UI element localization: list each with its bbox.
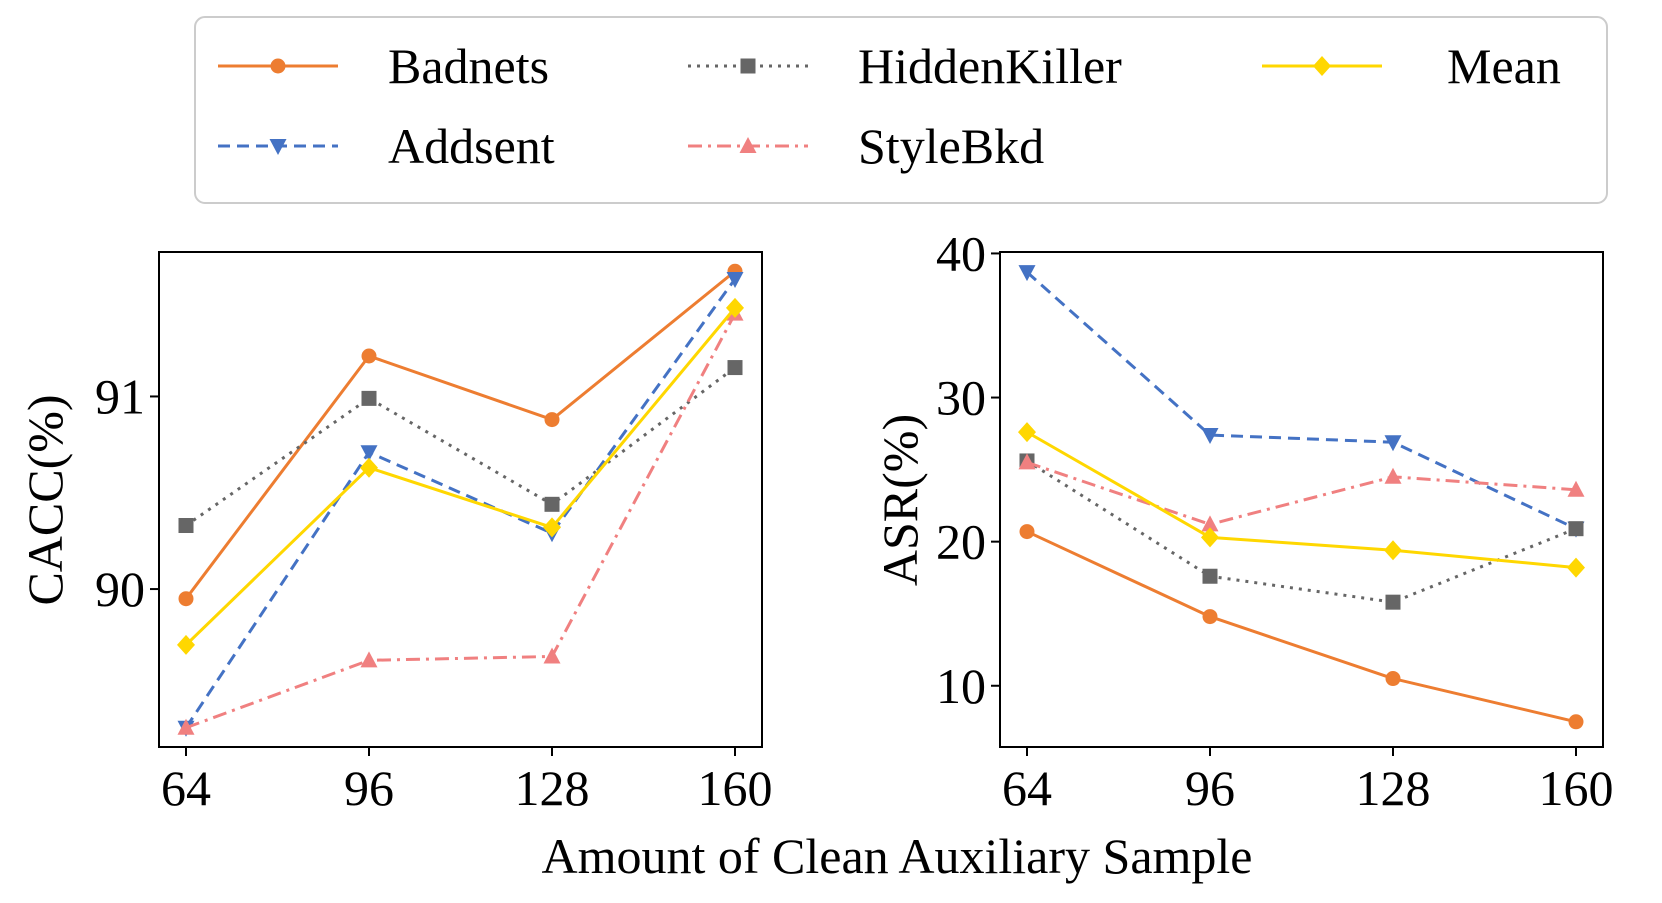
cacc-line-stylebkd <box>185 312 737 730</box>
asr-y-axis-label: ASR(%) <box>872 414 928 586</box>
legend-item-stylebkd: StyleBkd <box>688 118 1044 174</box>
legend-label-addsent: Addsent <box>388 118 555 174</box>
asr-point-addsent <box>1201 428 1219 445</box>
asr-point-badnets <box>1385 671 1401 687</box>
asr-y-tick-label: 30 <box>936 370 986 426</box>
asr-point-badnets <box>1202 609 1218 625</box>
legend-marker-mean <box>1313 56 1331 76</box>
cacc-point-badnets <box>178 591 194 607</box>
asr-line-mean <box>1026 430 1577 570</box>
asr-point-addsent <box>1018 265 1036 282</box>
asr-x-tick-label: 96 <box>1185 760 1235 816</box>
cacc-line-addsent <box>184 278 737 729</box>
cacc-plot-frame <box>158 251 763 748</box>
legend-marker-stylebkd <box>739 137 757 153</box>
asr-x-tick-label: 64 <box>1002 760 1052 816</box>
asr-point-addsent <box>1384 435 1402 452</box>
legend-label-mean: Mean <box>1447 38 1561 94</box>
legend-label-hiddenkiller: HiddenKiller <box>858 38 1122 94</box>
cacc-y-axis-label: CACC(%) <box>17 394 73 605</box>
asr-point-badnets <box>1568 714 1584 730</box>
cacc-point-mean <box>177 634 195 655</box>
asr-point-hiddenkiller <box>1202 568 1218 584</box>
cacc-point-hiddenkiller <box>727 360 743 376</box>
cacc-x-tick-label: 128 <box>515 760 590 816</box>
cacc-x-tick-label: 64 <box>161 760 211 816</box>
asr-point-mean <box>1201 527 1219 548</box>
cacc-series-addsent <box>177 271 744 737</box>
asr-point-stylebkd <box>1018 453 1036 470</box>
cacc-point-mean <box>726 297 744 318</box>
legend-item-badnets: Badnets <box>218 38 549 94</box>
cacc-x-tick-label: 96 <box>344 760 394 816</box>
cacc-series-stylebkd <box>177 304 744 735</box>
legend-item-mean: Mean <box>1262 38 1561 94</box>
asr-x-tick-label: 160 <box>1539 760 1614 816</box>
legend-item-addsent: Addsent <box>218 118 555 174</box>
cacc-point-stylebkd <box>177 718 195 735</box>
asr-chart: 64 96 128 160 10 20 30 40 ASR(%) <box>872 225 1614 816</box>
legend-marker-hiddenkiller <box>740 58 756 74</box>
asr-y-tick-label: 10 <box>936 658 986 714</box>
asr-series-badnets <box>1019 524 1584 730</box>
cacc-y-tick-label: 91 <box>95 368 145 424</box>
legend-marker-addsent <box>269 139 287 155</box>
legend-frame <box>194 16 1608 204</box>
asr-y-tick-label: 20 <box>936 514 986 570</box>
cacc-point-hiddenkiller <box>544 496 560 512</box>
cacc-series-hiddenkiller <box>178 360 743 534</box>
asr-line-hiddenkiller <box>1026 459 1577 604</box>
asr-y-tick-label: 40 <box>936 225 986 281</box>
x-axis-label: Amount of Clean Auxiliary Sample <box>541 828 1252 884</box>
cacc-point-hiddenkiller <box>178 518 194 534</box>
asr-line-addsent <box>1026 271 1577 531</box>
asr-point-hiddenkiller <box>1385 594 1401 610</box>
cacc-point-badnets <box>361 348 377 364</box>
cacc-chart: 64 96 128 160 90 91 CACC(%) <box>17 251 773 816</box>
asr-point-stylebkd <box>1201 515 1219 532</box>
cacc-point-stylebkd <box>543 647 561 664</box>
asr-series-mean <box>1018 422 1585 578</box>
asr-point-mean <box>1384 540 1402 561</box>
cacc-x-tick-label: 160 <box>698 760 773 816</box>
asr-point-mean <box>1018 422 1036 443</box>
asr-line-stylebkd <box>1026 460 1577 526</box>
asr-point-stylebkd <box>1384 467 1402 484</box>
asr-x-tick-label: 128 <box>1356 760 1431 816</box>
asr-series <box>1018 265 1585 730</box>
cacc-point-badnets <box>544 412 560 428</box>
cacc-point-stylebkd <box>360 651 378 668</box>
asr-plot-frame <box>999 251 1604 748</box>
cacc-point-addsent <box>360 445 378 462</box>
cacc-line-mean <box>184 306 737 646</box>
asr-axis-ticks: 64 96 128 160 10 20 30 40 <box>936 225 1614 816</box>
cacc-axis-ticks: 64 96 128 160 90 91 <box>95 368 773 816</box>
legend-item-hiddenkiller: HiddenKiller <box>688 38 1122 94</box>
legend-marker-badnets <box>270 58 286 74</box>
asr-line-badnets <box>1026 530 1577 724</box>
cacc-series-mean <box>177 297 744 655</box>
asr-series-addsent <box>1018 265 1585 538</box>
legend-label-stylebkd: StyleBkd <box>858 118 1044 174</box>
cacc-point-mean <box>360 457 378 478</box>
asr-point-stylebkd <box>1567 480 1585 497</box>
cacc-point-addsent <box>726 271 744 288</box>
cacc-point-hiddenkiller <box>361 390 377 406</box>
cacc-point-mean <box>543 517 561 538</box>
asr-series-stylebkd <box>1018 453 1585 532</box>
legend-label-badnets: Badnets <box>388 38 549 94</box>
cacc-series <box>177 263 744 737</box>
cacc-y-tick-label: 90 <box>95 561 145 617</box>
asr-point-hiddenkiller <box>1568 521 1584 537</box>
legend-items: Badnets HiddenKiller Mean Addsent StyleBkd <box>218 38 1561 174</box>
asr-point-mean <box>1567 557 1585 578</box>
legend: Badnets HiddenKiller Mean Addsent StyleBkd <box>194 16 1608 204</box>
cacc-line-badnets <box>184 270 736 600</box>
asr-point-badnets <box>1019 524 1035 540</box>
cacc-series-badnets <box>178 263 743 607</box>
